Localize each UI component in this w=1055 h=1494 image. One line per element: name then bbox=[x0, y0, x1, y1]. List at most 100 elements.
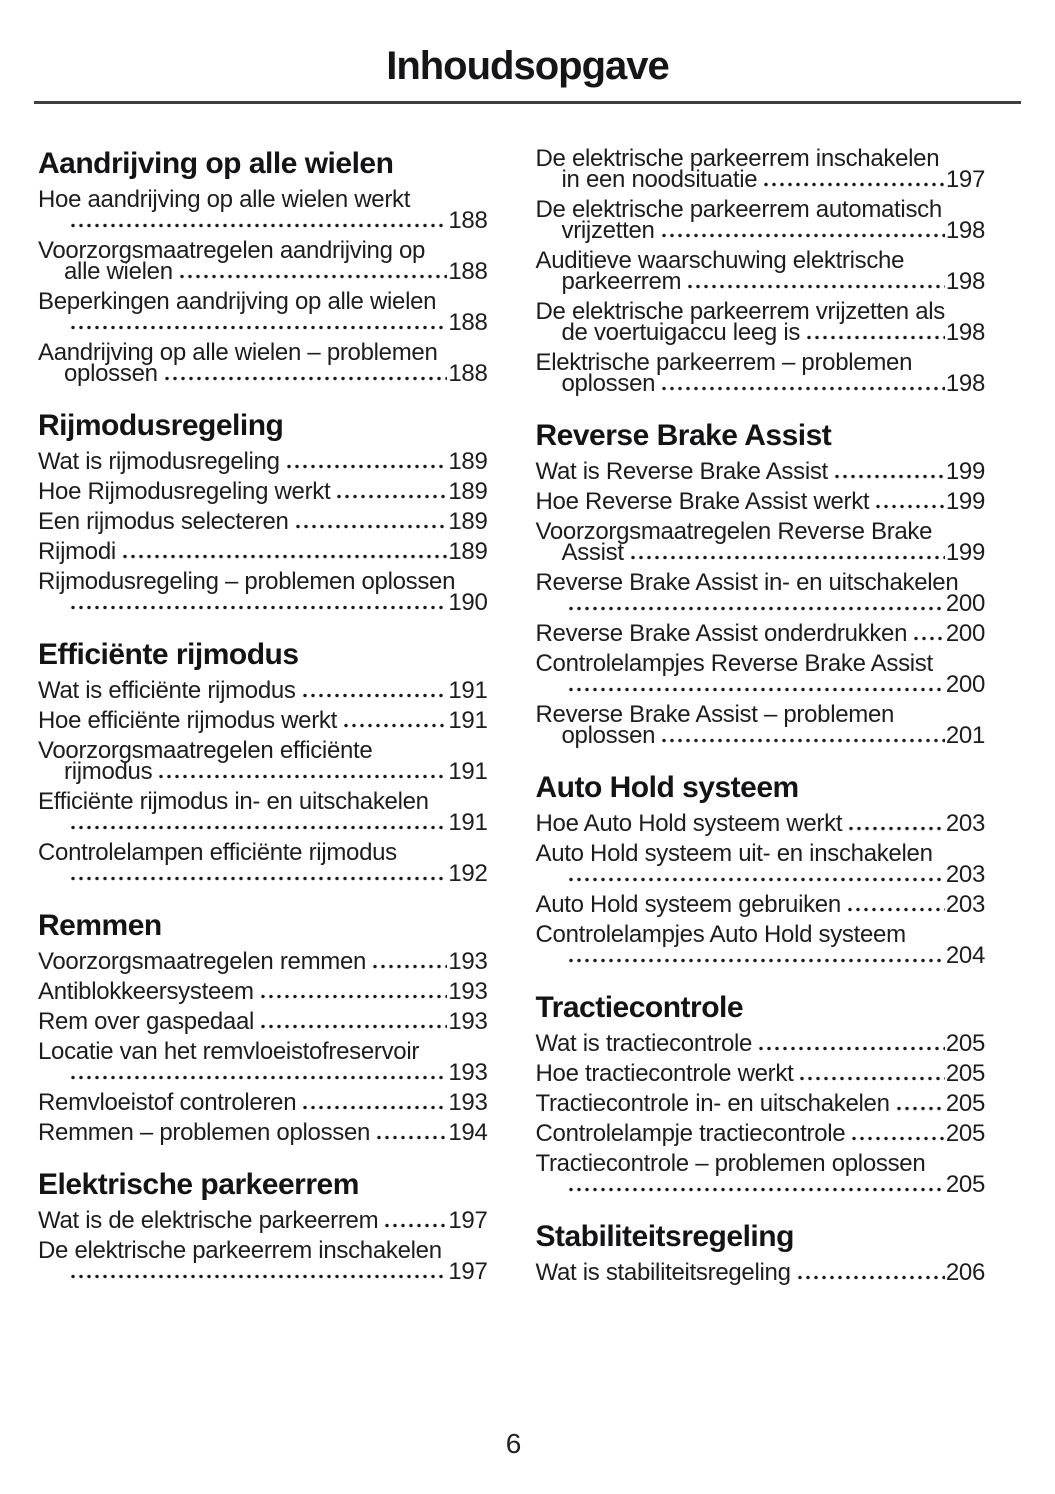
entry-page-number: 188 bbox=[448, 309, 488, 336]
entry-text: Wat is efficiënte rijmodus bbox=[38, 677, 296, 704]
entry-page-number: 201 bbox=[945, 722, 985, 749]
section-heading: Efficiënte rijmodus bbox=[38, 638, 299, 671]
toc-entry-line: Reverse Brake Assist – problemen bbox=[536, 703, 986, 727]
dot-leader bbox=[342, 710, 448, 731]
toc-entry-line: Wat is tractiecontrole 205 bbox=[536, 1032, 986, 1056]
toc-entry-line: Controlelampjes Auto Hold systeem bbox=[536, 923, 986, 947]
section-heading: Reverse Brake Assist bbox=[535, 419, 832, 452]
toc-entry: Efficiënte rijmodus in- en uitschakelen 1… bbox=[38, 790, 488, 835]
toc-entry-line: Aandrijving op alle wielen – problemen bbox=[38, 339, 488, 366]
entry-page-number: 188 bbox=[448, 360, 488, 387]
toc-entry-line: Reverse Brake Assist onderdrukken 200 bbox=[536, 620, 986, 647]
entry-text: Remmen – problemen oplossen bbox=[38, 1119, 371, 1146]
toc-entry-line: Efficiënte rijmodus in- en uitschakelen bbox=[38, 790, 488, 814]
toc-entry: Controlelampje tractiecontrole 205 bbox=[536, 1120, 986, 1147]
entry-page-number: 199 bbox=[945, 488, 985, 515]
toc-entry-line: Een rijmodus selecteren 189 bbox=[38, 508, 488, 535]
toc-page: { "header": { "title": "Inhoudsopgave" }… bbox=[0, 46, 1055, 1494]
toc-entry-line: Hoe Reverse Brake Assist werkt 199 bbox=[536, 488, 986, 515]
toc-entry-line: 188 bbox=[38, 309, 488, 336]
toc-entry: Auto Hold systeem gebruiken 203 bbox=[536, 893, 986, 917]
dot-leader bbox=[69, 592, 448, 613]
toc-entry-line: in een noodsituatie 197 bbox=[536, 168, 986, 192]
dot-leader bbox=[293, 511, 448, 532]
entry-page-number: 204 bbox=[945, 942, 985, 969]
entry-text: Wat is stabiliteitsregeling bbox=[535, 1259, 791, 1286]
entry-page-number: 193 bbox=[448, 1089, 488, 1116]
toc-entry-line: oplossen 201 bbox=[536, 722, 986, 749]
toc-section: Efficiënte rijmodus Wat is efficiënte rij… bbox=[38, 638, 488, 886]
section-heading: Auto Hold systeem bbox=[535, 771, 800, 804]
toc-entry-line: Voorzorgsmaatregelen efficiënte bbox=[38, 739, 488, 763]
dot-leader bbox=[383, 1210, 448, 1231]
entry-page-number: 205 bbox=[945, 1090, 985, 1117]
toc-entry-line: rijmodus 191 bbox=[38, 760, 488, 784]
dot-leader bbox=[798, 1063, 945, 1084]
toc-entry-line: Tractiecontrole in- en uitschakelen 205 bbox=[536, 1090, 986, 1117]
toc-entry: Antiblokkeersysteem 193 bbox=[38, 980, 488, 1004]
entry-text: Een rijmodus selecteren bbox=[38, 508, 289, 535]
entry-text: parkeerrem bbox=[561, 268, 682, 295]
toc-entry: Wat is efficiënte rijmodus 191 bbox=[38, 677, 488, 704]
entry-page-number: 206 bbox=[945, 1259, 985, 1286]
entry-page-number: 194 bbox=[448, 1119, 488, 1146]
toc-entry-line: Remmen – problemen oplossen 194 bbox=[38, 1119, 488, 1146]
toc-entry-line: 190 bbox=[38, 591, 488, 615]
dot-leader bbox=[177, 261, 448, 282]
entry-page-number: 200 bbox=[945, 620, 985, 647]
entry-text: de voertuigaccu leeg is bbox=[561, 319, 801, 346]
toc-entry-line: Beperkingen aandrijving op alle wielen bbox=[38, 290, 488, 314]
toc-entry: Remmen – problemen oplossen 194 bbox=[38, 1119, 488, 1146]
toc-column-left: Aandrijving op alle wielen Hoe aandrijvin… bbox=[38, 148, 488, 1292]
toc-entry-line: 200 bbox=[536, 673, 985, 697]
dot-leader bbox=[566, 1174, 945, 1195]
toc-entry-line: 193 bbox=[38, 1061, 488, 1085]
entry-page-number: 205 bbox=[945, 1120, 985, 1147]
dot-leader bbox=[371, 951, 448, 972]
toc-entry: Locatie van het remvloeistofreservoir 193 bbox=[38, 1040, 488, 1085]
toc-entry-line: Auditieve waarschuwing elektrische bbox=[536, 249, 986, 273]
toc-entry-line: vrijzetten 198 bbox=[536, 219, 986, 243]
toc-section: Rijmodusregeling Wat is rijmodusregeling 1… bbox=[38, 410, 488, 615]
toc-section: Aandrijving op alle wielen Hoe aandrijvin… bbox=[38, 148, 488, 387]
toc-entry-line: De elektrische parkeerrem inschakelen bbox=[38, 1237, 488, 1264]
dot-leader bbox=[157, 761, 448, 782]
toc-entry-line: Wat is de elektrische parkeerrem 197 bbox=[38, 1207, 488, 1234]
toc-entry: Wat is Reverse Brake Assist 199 bbox=[536, 460, 986, 484]
entry-page-number: 189 bbox=[448, 448, 488, 475]
dot-leader bbox=[874, 491, 945, 512]
toc-entry-line: Voorzorgsmaatregelen Reverse Brake bbox=[536, 520, 986, 544]
dot-leader bbox=[832, 461, 945, 482]
dot-leader bbox=[660, 725, 945, 746]
toc-entry-line: 200 bbox=[536, 592, 985, 616]
toc-entry-line: Voorzorgsmaatregelen aandrijving op bbox=[38, 239, 488, 263]
toc-entry-line: Hoe aandrijving op alle wielen werkt bbox=[38, 188, 488, 212]
entry-text: Rijmodusregeling – problemen oplossen bbox=[38, 568, 456, 595]
dot-leader bbox=[335, 481, 448, 502]
entry-text: De elektrische parkeerrem inschakelen bbox=[535, 145, 940, 172]
section-heading: Elektrische parkeerrem bbox=[38, 1168, 359, 1201]
toc-entry: Controlelampjes Auto Hold systeem 204 bbox=[536, 923, 986, 969]
toc-entry-line: Hoe efficiënte rijmodus werkt 191 bbox=[38, 709, 488, 733]
page-number: 6 bbox=[505, 1428, 522, 1459]
toc-entry-line: alle wielen 188 bbox=[38, 260, 488, 284]
toc-entry-line: Reverse Brake Assist in- en uitschakelen bbox=[536, 571, 986, 595]
entry-text: Wat is de elektrische parkeerrem bbox=[38, 1207, 379, 1234]
toc-entry: Rem over gaspedaal 193 bbox=[38, 1008, 488, 1035]
toc-entry-line: 191 bbox=[38, 811, 488, 835]
toc-entry-line: 203 bbox=[536, 863, 985, 887]
entry-text: De elektrische parkeerrem inschakelen bbox=[38, 1237, 442, 1264]
entry-text: Rem over gaspedaal bbox=[38, 1008, 255, 1035]
toc-entry: Tractiecontrole – problemen oplossen 205 bbox=[536, 1152, 986, 1197]
toc-entry-line: Wat is Reverse Brake Assist 199 bbox=[536, 460, 986, 484]
toc-entry-line: 205 bbox=[536, 1173, 985, 1197]
entry-text: Remvloeistof controleren bbox=[38, 1089, 297, 1116]
entry-text: Aandrijving op alle wielen – problemen bbox=[38, 339, 438, 366]
toc-entry-line: 204 bbox=[536, 942, 985, 969]
entry-text: Controlelampjes Reverse Brake Assist bbox=[535, 650, 934, 677]
toc-entry-line: Elektrische parkeerrem – problemen bbox=[536, 351, 986, 375]
dot-leader bbox=[566, 593, 945, 614]
entry-text: Controlelampen efficiënte rijmodus bbox=[38, 839, 397, 866]
toc-entry-line: Rijmodi 189 bbox=[38, 540, 488, 564]
dot-leader bbox=[258, 981, 448, 1002]
